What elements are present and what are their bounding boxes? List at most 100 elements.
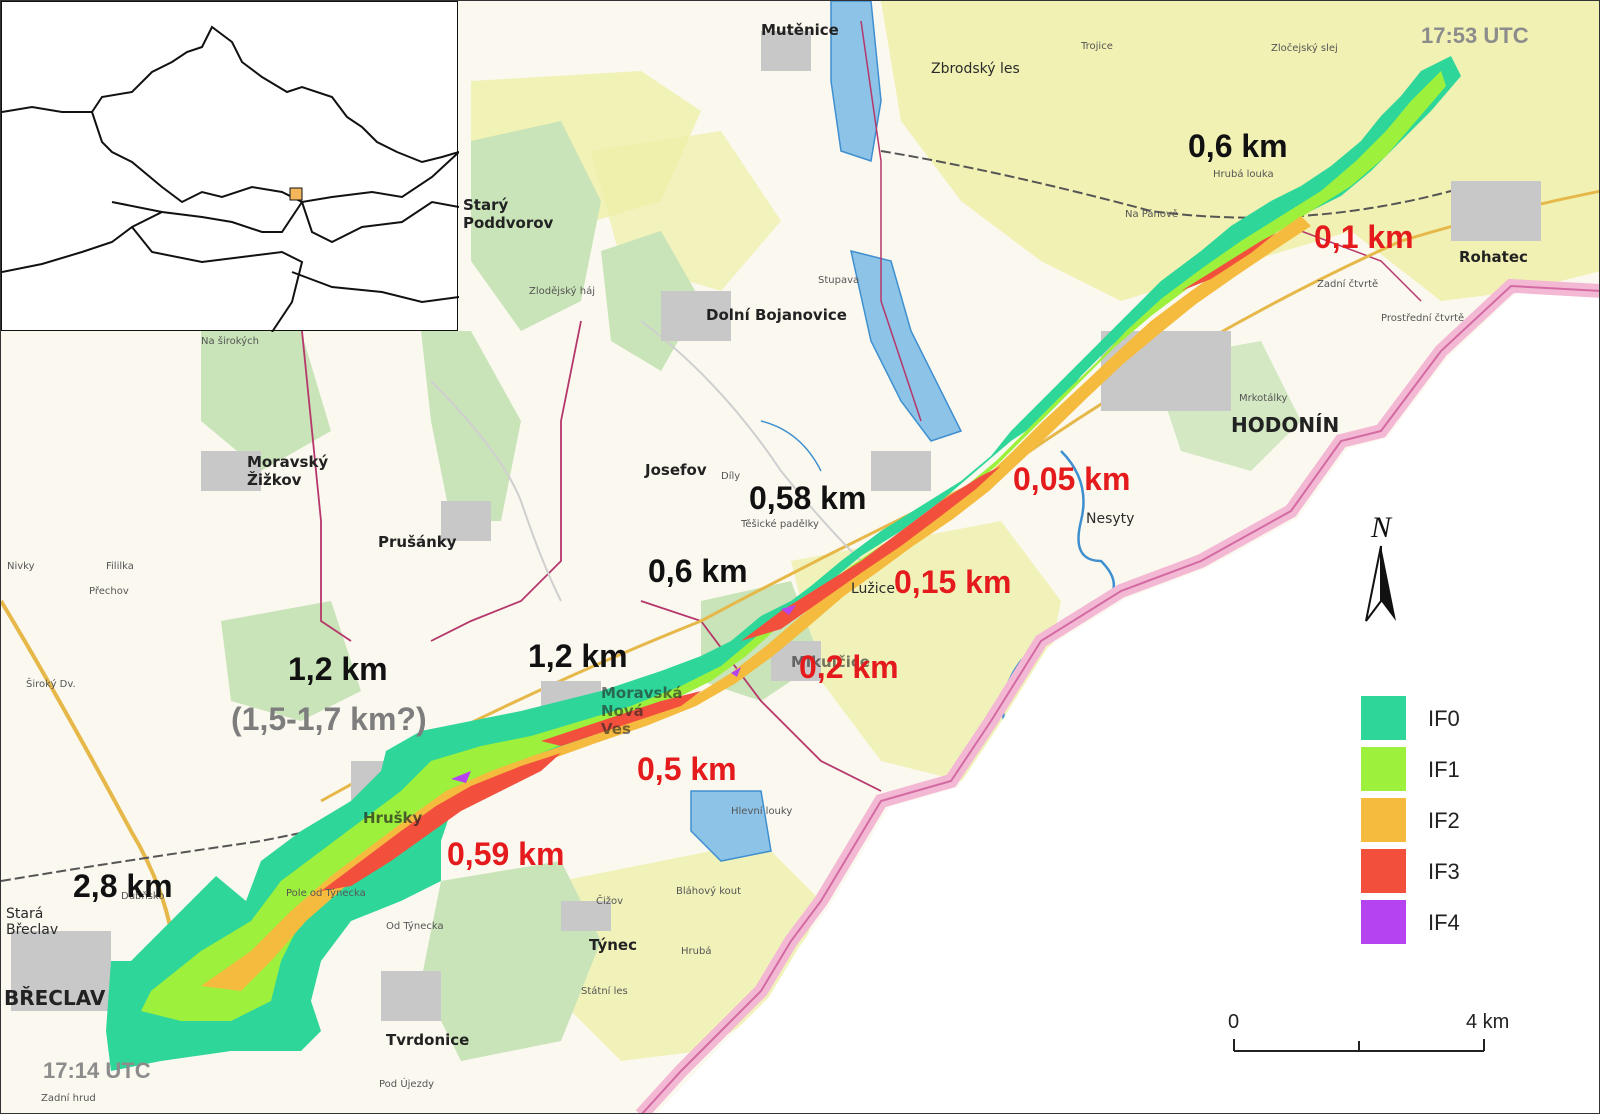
place-label: Hrušky: [363, 809, 423, 827]
legend-label: IF2: [1428, 808, 1460, 833]
settlement: [871, 451, 931, 491]
place-label: Od Týnecka: [386, 921, 444, 932]
district-boundary: [860, 20, 922, 422]
settlement: [441, 501, 491, 541]
place-label: Starý Poddvorov: [463, 196, 554, 232]
place-label: Tvrdonice: [386, 1031, 470, 1049]
locator-borders: [1, 25, 460, 333]
place-label: Díly: [721, 471, 741, 482]
path-width-label: 0,6 km: [648, 553, 748, 589]
place-label: Těšické padělky: [741, 519, 819, 530]
scale-bar-graphic: [1233, 1039, 1485, 1052]
damage-if4: [731, 667, 741, 677]
legend-item: IF3: [1361, 849, 1511, 893]
place-label: Hrubá louka: [1213, 169, 1274, 180]
scale-end-label: 4 km: [1466, 1011, 1510, 1033]
state-border-line: [641, 284, 1599, 1113]
legend-swatch: [1361, 900, 1406, 944]
czech-border: [90, 25, 460, 204]
road: [430, 380, 562, 602]
path-width-uncertain-label: (1,5-1,7 km?): [231, 701, 427, 737]
settlement: [1101, 331, 1231, 411]
damage-if2: [201, 216, 1311, 991]
place-label: Na širokých: [201, 336, 259, 347]
place-label: Široký Dv.: [26, 679, 76, 690]
place-label: Státní les: [581, 986, 628, 997]
place-label: Dubňsko: [121, 891, 165, 902]
place-label: Moravská Nová Ves: [601, 684, 683, 738]
settlement: [761, 31, 811, 71]
country-border: [291, 271, 460, 304]
district-boundary: [640, 600, 882, 792]
country-border: [1, 211, 163, 273]
settlement: [201, 451, 261, 491]
pond: [830, 1, 882, 162]
place-label: Hlevní louky: [731, 806, 793, 817]
pond: [690, 790, 772, 862]
railway: [880, 150, 1452, 219]
settlement: [561, 901, 611, 931]
place-label: Prušánky: [378, 533, 457, 551]
place-label: Zbrodský les: [931, 61, 1020, 77]
place-label: Mrkotálky: [1239, 393, 1288, 404]
legend-item: IF1: [1361, 747, 1511, 791]
north-arrow-icon: [1365, 545, 1396, 622]
district-boundary: [430, 320, 582, 642]
damage-width-label: 0,59 km: [447, 836, 565, 872]
damage-if4: [451, 771, 471, 783]
damage-width-label: 0,5 km: [637, 751, 737, 787]
meadow-area: [561, 841, 821, 1061]
legend-swatch: [1361, 747, 1406, 791]
place-label: Stará Břeclav: [6, 906, 59, 938]
legend-label: IF1: [1428, 757, 1460, 782]
path-width-label: 0,6 km: [1188, 128, 1288, 164]
place-label: Moravský Žižkov: [247, 453, 329, 489]
settlement: [11, 931, 111, 1011]
north-label: N: [1371, 511, 1392, 544]
main-road: [1, 599, 173, 932]
damage-if3: [321, 753, 561, 891]
place-label: Zločejský slej: [1271, 43, 1338, 54]
path-width-label: 1,2 km: [288, 651, 388, 687]
place-label: Na Pánově: [1125, 209, 1179, 220]
pond: [850, 249, 963, 442]
place-label: Zadní hrud: [41, 1093, 96, 1104]
place-label: Trojice: [1081, 41, 1113, 52]
country-border: [1, 105, 92, 113]
place-label: Zlodějský háj: [529, 286, 596, 297]
place-label: Pole od Týnecka: [286, 888, 366, 899]
place-label: Fililka: [106, 561, 134, 572]
damage-if3: [741, 466, 1001, 641]
district-boundary: [1300, 230, 1422, 302]
legend-item: IF4: [1361, 900, 1511, 944]
place-label: Nesyty: [1086, 511, 1135, 527]
damage-if3: [541, 691, 701, 746]
forest-area: [221, 601, 361, 721]
damage-width-label: 0,05 km: [1013, 461, 1131, 497]
place-label: Dolní Bojanovice: [706, 306, 847, 324]
place-label: Lužice: [851, 581, 895, 597]
district-boundary: [300, 320, 352, 642]
damage-if3: [1181, 233, 1276, 291]
country-border: [131, 226, 304, 333]
place-label: Prostřední čtvrtě: [1381, 313, 1465, 324]
forest-area: [421, 861, 601, 1061]
study-area-marker: [289, 187, 303, 201]
legend-label: IF0: [1428, 706, 1460, 731]
forest-area: [471, 121, 601, 331]
damage-width-label: 0,2 km: [799, 649, 899, 685]
start-time-label: 17:14 UTC: [43, 1058, 151, 1083]
place-label: Stupava: [818, 275, 860, 286]
road: [640, 320, 862, 562]
country-border: [301, 200, 460, 244]
settlement: [1451, 181, 1541, 241]
path-width-label: 2,8 km: [73, 868, 173, 904]
place-label: Zadní čtvrtě: [1317, 279, 1379, 290]
damage-width-label: 0,15 km: [894, 564, 1012, 600]
damage-width-label: 0,1 km: [1314, 219, 1414, 255]
place-label: Týnec: [589, 936, 637, 954]
place-label: Hrubá: [681, 946, 712, 957]
legend-item: IF2: [1361, 798, 1511, 842]
